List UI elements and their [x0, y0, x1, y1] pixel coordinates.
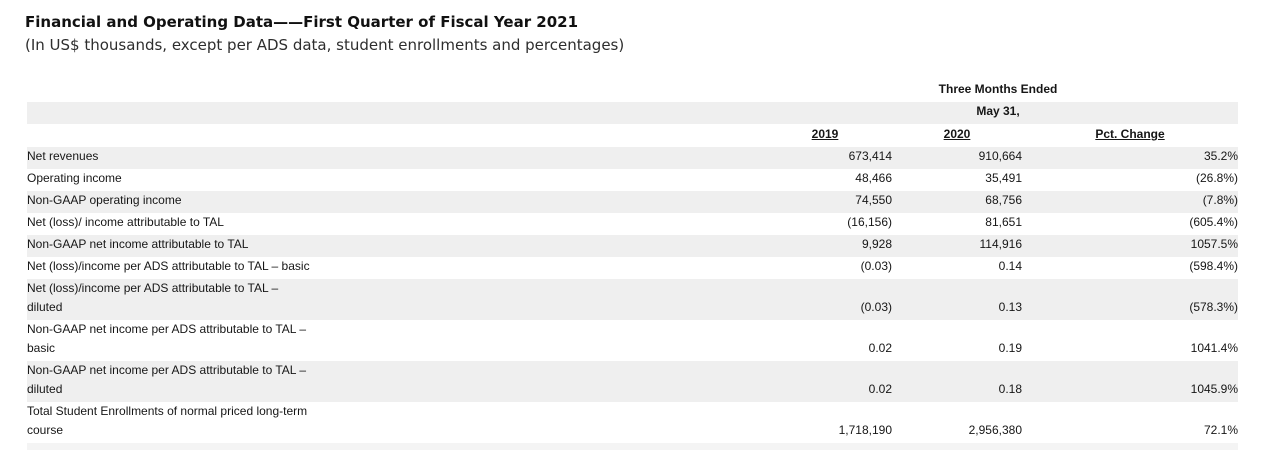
period-header: Three Months Ended — [938, 82, 1058, 96]
row-label: Non-GAAP operating income — [27, 193, 182, 207]
page-title: Financial and Operating Data——First Quar… — [25, 13, 579, 31]
value-pct-change: 1041.4% — [1190, 341, 1239, 355]
table-row: Non-GAAP operating income 74,550 68,756 (7.… — [27, 191, 1239, 213]
table-row: Net revenues 673,414 910,664 35.2% — [27, 147, 1239, 169]
value-2019: (16,156) — [847, 215, 892, 229]
value-2019: 9,928 — [861, 237, 892, 251]
value-pct-change: (578.3%) — [1189, 300, 1239, 314]
table-row: Total Student Enrollments of normal pric… — [27, 402, 1238, 443]
row-label: Net (loss)/ income attributable to TAL — [27, 215, 224, 229]
row-label: Net revenues — [27, 149, 99, 163]
value-2019: 673,414 — [848, 149, 892, 163]
empty-cell — [27, 102, 758, 124]
table-bottom-strip — [27, 443, 1239, 450]
column-header-row: 2019 2020 Pct. Change — [27, 124, 1238, 147]
table-row: Net (loss)/income per ADS attributable t… — [27, 257, 1238, 279]
value-pct-change: (26.8%) — [1196, 171, 1239, 185]
value-pct-change: 72.1% — [1204, 423, 1239, 437]
period-subheader-row: May 31, — [27, 102, 1239, 124]
value-2020: 0.13 — [998, 300, 1022, 314]
value-2019: 48,466 — [855, 171, 892, 185]
column-header-pct-change: Pct. Change — [1095, 127, 1165, 141]
value-2020: 81,651 — [985, 215, 1022, 229]
value-pct-change: 1045.9% — [1190, 382, 1239, 396]
value-2019: 0.02 — [868, 382, 892, 396]
table-row: Net (loss)/income per ADS attributable t… — [27, 279, 1239, 320]
value-2019: (0.03) — [860, 300, 892, 314]
row-label: Net (loss)/income per ADS attributable t… — [27, 259, 310, 273]
value-pct-change: 1057.5% — [1190, 237, 1239, 251]
table-row: Net (loss)/ income attributable to TAL (1… — [27, 213, 1238, 235]
value-2020: 910,664 — [978, 149, 1022, 163]
row-label: Operating income — [27, 171, 122, 185]
value-pct-change: (605.4%) — [1189, 215, 1239, 229]
table-row: Non-GAAP net income attributable to TAL 9… — [27, 235, 1239, 257]
table-row: Operating income 48,466 35,491 (26.8%) — [27, 169, 1238, 191]
value-2020: 0.18 — [998, 382, 1022, 396]
empty-cell — [27, 124, 758, 147]
table-row: Non-GAAP net income per ADS attributable… — [27, 361, 1239, 402]
financial-table: Three Months Ended May 31, 2019 2020 Pct… — [27, 80, 1239, 450]
table-bottom-strip-cell — [27, 443, 1238, 450]
value-2020: 35,491 — [985, 171, 1022, 185]
column-header-2020: 2020 — [943, 127, 971, 141]
empty-cell — [27, 80, 758, 102]
period-header-row: Three Months Ended — [27, 80, 1238, 102]
column-header-2019: 2019 — [811, 127, 839, 141]
table-row: Non-GAAP net income per ADS attributable… — [27, 320, 1238, 361]
row-label: Non-GAAP net income per ADS attributable… — [27, 363, 307, 396]
value-2019: 74,550 — [855, 193, 892, 207]
value-2019: 0.02 — [868, 341, 892, 355]
row-label: Non-GAAP net income attributable to TAL — [27, 237, 249, 251]
value-2020: 0.14 — [998, 259, 1022, 273]
value-pct-change: (598.4%) — [1189, 259, 1239, 273]
value-2019: (0.03) — [860, 259, 892, 273]
table-body: Net revenues 673,414 910,664 35.2% Operating… — [27, 147, 1239, 450]
row-label: Total Student Enrollments of normal pric… — [27, 404, 308, 437]
value-2020: 0.19 — [998, 341, 1022, 355]
value-pct-change: 35.2% — [1204, 149, 1239, 163]
value-pct-change: (7.8%) — [1202, 193, 1239, 207]
value-2020: 2,956,380 — [968, 423, 1022, 437]
value-2020: 68,756 — [985, 193, 1022, 207]
row-label: Net (loss)/income per ADS attributable t… — [27, 281, 279, 314]
page-subtitle: (In US$ thousands, except per ADS data, … — [25, 36, 625, 54]
value-2019: 1,718,190 — [838, 423, 892, 437]
value-2020: 114,916 — [979, 237, 1023, 251]
period-subheader: May 31, — [976, 104, 1020, 118]
row-label: Non-GAAP net income per ADS attributable… — [27, 322, 307, 355]
